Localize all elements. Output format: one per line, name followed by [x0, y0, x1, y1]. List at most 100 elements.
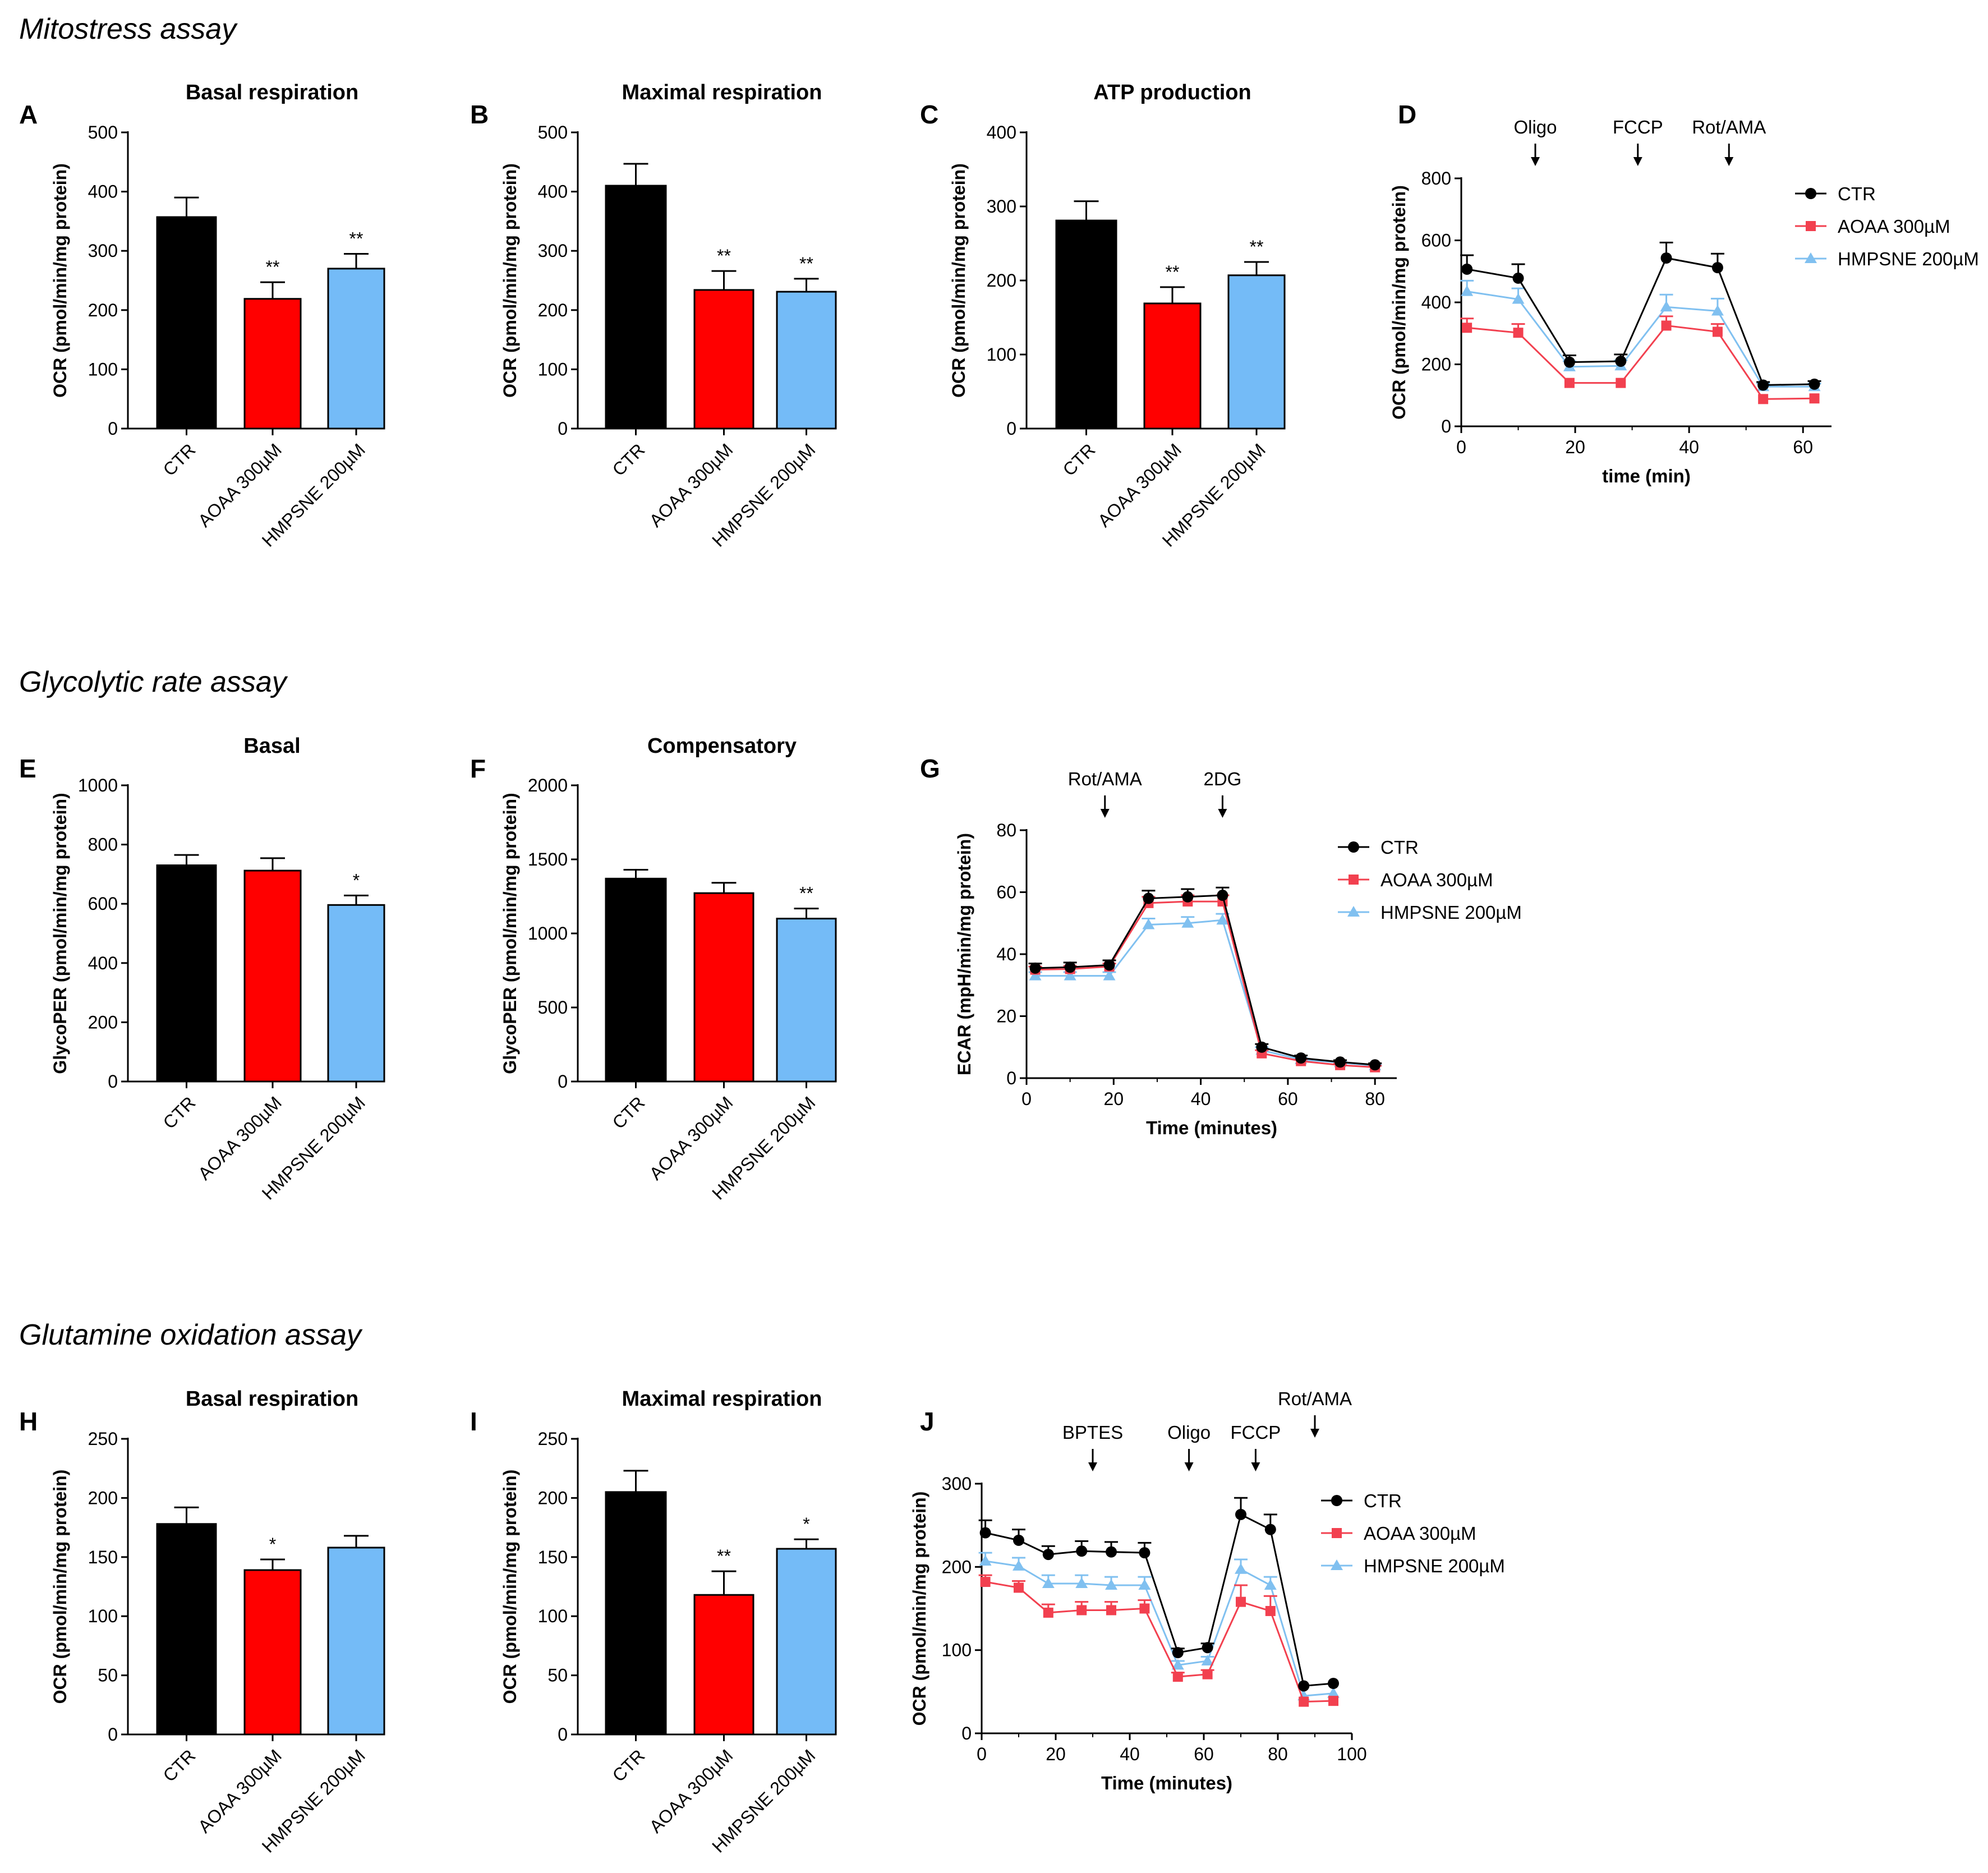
data-point [1347, 906, 1360, 917]
x-tick-label: 40 [1679, 437, 1699, 457]
injection-arrow-head [1531, 157, 1540, 166]
y-tick-label: 300 [987, 196, 1016, 217]
data-point [1064, 969, 1076, 981]
y-axis-label: OCR (pmol/min/mg protein) [909, 1492, 929, 1726]
data-point [1349, 875, 1359, 885]
data-point [1461, 263, 1473, 275]
data-point [1139, 1603, 1150, 1614]
significance-mark: ** [1166, 262, 1180, 282]
x-tick-label: 0 [1021, 1089, 1032, 1109]
data-point [1217, 890, 1228, 901]
panel-label: H [19, 1407, 38, 1436]
data-point [1105, 1579, 1117, 1590]
data-point [1512, 272, 1524, 284]
significance-mark: ** [799, 883, 813, 904]
x-tick-label: 0 [977, 1744, 987, 1764]
injection-label: Oligo [1167, 1422, 1211, 1443]
y-tick-label: 100 [88, 359, 118, 379]
injection-arrow-head [1184, 1462, 1194, 1471]
section-title-mitostress: Mitostress assay [19, 13, 237, 45]
data-point [1138, 1579, 1151, 1590]
data-point [979, 1527, 991, 1539]
section-title-glutamine: Glutamine oxidation assay [19, 1319, 361, 1351]
injection-label: Rot/AMA [1692, 117, 1766, 137]
data-point [1216, 914, 1229, 925]
x-tick-label: CTR [608, 439, 648, 480]
y-tick-label: 600 [1421, 231, 1451, 251]
data-point [1139, 1547, 1151, 1559]
bar [156, 216, 217, 430]
y-tick-label: 200 [88, 1488, 118, 1508]
legend-label: CTR [1380, 837, 1419, 858]
data-point [1328, 1678, 1339, 1689]
data-point [1711, 262, 1723, 274]
chart-h: H Basal respiration 0 50 100 150 200 250 OCR (pm… [19, 1387, 385, 1857]
data-point [1181, 917, 1194, 928]
data-point [1809, 393, 1820, 404]
significance-mark: ** [349, 228, 363, 248]
data-point [1298, 1680, 1310, 1692]
bar [243, 298, 302, 430]
x-tick-label: CTR [1059, 439, 1099, 480]
data-point [1461, 285, 1474, 296]
data-point [1513, 328, 1524, 338]
series-line [985, 1581, 1334, 1703]
x-axis-label: time (min) [1602, 466, 1691, 486]
data-point [1806, 221, 1816, 231]
y-tick-label: 0 [1006, 1068, 1016, 1088]
data-point [1042, 1549, 1054, 1561]
chart-i: I Maximal respiration 0 50 100 150 200 250 OCR (… [470, 1387, 837, 1857]
y-tick-label: 300 [538, 241, 568, 261]
chart-title: ATP production [1093, 81, 1251, 104]
x-tick-label: AOAA 300µM [645, 1745, 737, 1837]
data-point [1564, 378, 1575, 388]
legend-label: HMPSNE 200µM [1380, 902, 1522, 923]
legend-label: AOAA 300µM [1838, 216, 1950, 237]
x-tick-label: 0 [1456, 437, 1466, 457]
data-point [1711, 305, 1724, 316]
data-point [1327, 1687, 1340, 1698]
data-point [1331, 1495, 1342, 1506]
significance-mark: ** [1250, 237, 1264, 257]
panel-label: B [470, 100, 489, 129]
legend-label: AOAA 300µM [1380, 869, 1493, 890]
y-tick-label: 60 [996, 882, 1016, 903]
y-tick-label: 100 [88, 1606, 118, 1626]
data-point [1235, 1563, 1247, 1574]
data-point [1334, 1056, 1346, 1068]
significance-mark: ** [717, 1546, 731, 1566]
data-point [1103, 959, 1115, 971]
data-point [979, 1554, 992, 1566]
data-point [1042, 1577, 1055, 1588]
injection-label: Rot/AMA [1068, 768, 1142, 789]
data-point [1236, 1596, 1246, 1607]
data-point [1172, 1672, 1183, 1682]
x-tick-label: 60 [1793, 437, 1813, 457]
y-tick-label: 200 [88, 300, 118, 320]
y-axis-label: GlycoPER (pmol/min/mg protein) [50, 793, 70, 1074]
data-point [1805, 188, 1816, 199]
x-tick-label: 40 [1120, 1744, 1140, 1764]
x-tick-label: CTR [608, 1092, 648, 1133]
y-tick-label: 100 [538, 1606, 568, 1626]
injection-arrow-head [1310, 1429, 1319, 1438]
series-line [1035, 919, 1375, 1067]
y-tick-label: 2000 [528, 775, 568, 795]
data-point [1616, 378, 1626, 388]
data-point [1142, 918, 1155, 929]
chart-b: B Maximal respiration 0 100 200 300 400 500 OCR … [470, 81, 837, 551]
bar [776, 291, 837, 430]
y-tick-label: 0 [1006, 418, 1016, 439]
injection-arrow-head [1088, 1462, 1097, 1471]
x-tick-label: CTR [159, 1092, 199, 1133]
chart-c: C ATP production 0 100 200 300 400 OCR (pmol/mi… [920, 81, 1286, 551]
x-tick-label: 60 [1194, 1744, 1214, 1764]
y-tick-label: 200 [987, 270, 1016, 291]
y-tick-label: 400 [987, 122, 1016, 142]
x-tick-label: 60 [1278, 1089, 1298, 1109]
data-point [1202, 1642, 1213, 1654]
data-point [1013, 1559, 1025, 1571]
y-tick-label: 80 [996, 820, 1016, 840]
data-point [1661, 320, 1672, 331]
injection-arrow-head [1251, 1462, 1260, 1471]
